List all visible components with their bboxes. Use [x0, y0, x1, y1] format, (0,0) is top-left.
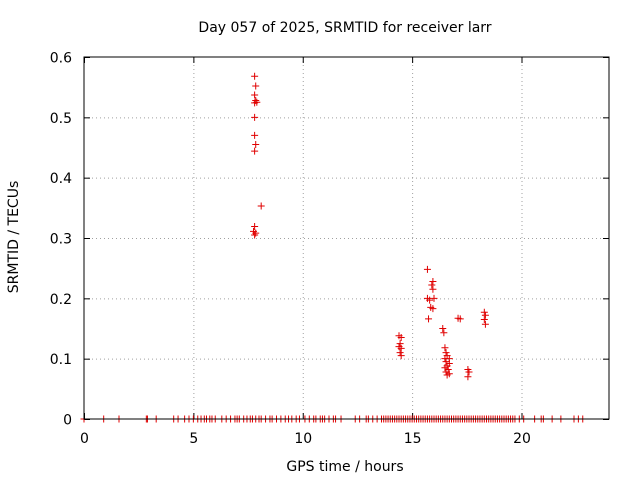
tick-label-layer: 0 0.1 0.2 0.3 0.4 0.5 0.6 0 5 10 15 20	[50, 51, 531, 448]
x-tick-label: 5	[189, 431, 198, 447]
data-point	[443, 371, 451, 379]
data-point	[442, 368, 450, 376]
data-point	[429, 285, 437, 293]
data-point	[426, 296, 434, 304]
data-point	[430, 294, 438, 302]
data-point	[252, 82, 260, 90]
y-tick-label: 0.6	[50, 51, 72, 67]
data-point	[480, 315, 488, 323]
points-layer	[80, 72, 587, 423]
data-point	[251, 113, 259, 121]
data-point	[252, 229, 260, 237]
data-point	[442, 349, 450, 357]
data-point	[425, 315, 433, 323]
data-point	[439, 325, 447, 332]
data-point	[442, 358, 450, 366]
y-tick-label: 0.1	[50, 352, 72, 368]
data-point	[251, 231, 259, 239]
data-point	[423, 265, 431, 273]
data-point	[253, 98, 261, 106]
x-tick-label: 0	[80, 431, 89, 447]
y-tick-label: 0.2	[50, 292, 72, 308]
data-point	[465, 368, 473, 376]
data-point	[441, 344, 449, 352]
data-point	[257, 202, 265, 210]
x-axis-label: GPS time / hours	[286, 459, 403, 475]
data-point	[481, 311, 489, 319]
data-point	[440, 329, 448, 337]
data-point	[397, 344, 405, 352]
plot-frame	[83, 56, 610, 420]
data-point	[480, 308, 488, 316]
data-point	[397, 334, 405, 342]
data-point	[251, 223, 259, 231]
chart-title: Day 057 of 2025, SRMTID for receiver lar…	[198, 20, 491, 36]
data-point	[252, 140, 260, 148]
data-point	[251, 91, 259, 99]
y-tick-label: 0	[63, 413, 72, 429]
x-tick-label: 20	[513, 431, 531, 447]
data-point	[441, 364, 449, 372]
grid-layer	[84, 57, 609, 419]
y-tick-label: 0.4	[50, 171, 72, 187]
y-axis-label: SRMTID / TECUs	[6, 181, 22, 294]
data-point	[251, 131, 259, 139]
y-tick-label: 0.5	[50, 111, 72, 127]
data-point	[481, 320, 489, 328]
data-point	[429, 277, 437, 285]
x-tick-label: 10	[294, 431, 312, 447]
data-point	[428, 281, 436, 289]
y-tick-label: 0.3	[50, 232, 72, 248]
data-point	[251, 147, 259, 155]
data-point	[396, 349, 404, 357]
data-point	[454, 314, 462, 322]
x-tick-label: 15	[404, 431, 422, 447]
data-point	[397, 352, 405, 360]
data-point	[251, 72, 259, 80]
data-point	[396, 340, 404, 348]
tick-layer	[84, 57, 609, 420]
data-point	[464, 373, 472, 381]
data-point	[429, 305, 437, 313]
